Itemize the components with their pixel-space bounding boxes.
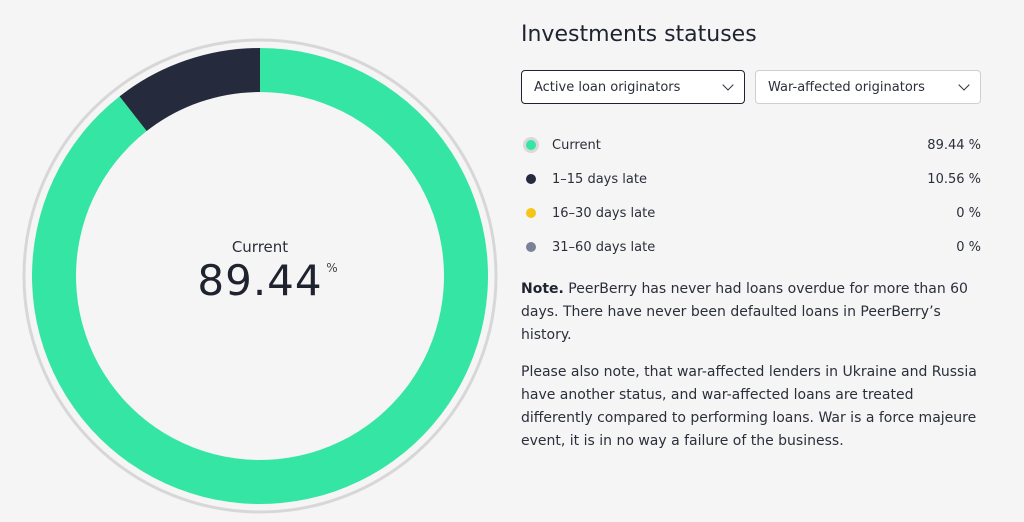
donut-outer-ring — [22, 38, 498, 514]
war-affected-originators-select[interactable]: War-affected originators — [755, 70, 981, 104]
center-value: 89.44 % — [197, 260, 337, 302]
note-bold-label: Note. — [521, 281, 564, 297]
current-dot-icon — [526, 140, 536, 150]
active-originators-select[interactable]: Active loan originators — [521, 70, 745, 104]
donut-chart-svg — [22, 38, 498, 514]
legend-label: 31–60 days late — [552, 239, 656, 255]
war-affected-originators-select-label: War-affected originators — [768, 79, 925, 95]
center-label: Current — [231, 238, 289, 256]
late-31-60-dot-icon — [526, 242, 536, 252]
legend-item-current: Current 89.44 % — [521, 128, 981, 162]
late-16-30-dot-icon — [526, 208, 536, 218]
status-legend: Current 89.44 % 1–15 days late 10.56 % 1… — [521, 128, 981, 264]
chevron-down-icon — [958, 79, 970, 91]
legend-item-31-60-days-late: 31–60 days late 0 % — [521, 230, 981, 264]
legend-label: 16–30 days late — [552, 205, 656, 221]
legend-item-1-15-days-late: 1–15 days late 10.56 % — [521, 162, 981, 196]
late-1-15-dot-icon — [526, 174, 536, 184]
active-originators-select-label: Active loan originators — [534, 79, 681, 95]
panel-title: Investments statuses — [521, 22, 757, 47]
filter-selects: Active loan originators War-affected ori… — [521, 70, 981, 104]
legend-label: 1–15 days late — [552, 171, 647, 187]
note-paragraph: Note. PeerBerry has never had loans over… — [521, 278, 981, 347]
note-section: Note. PeerBerry has never had loans over… — [521, 278, 981, 453]
war-note-paragraph: Please also note, that war-affected lend… — [521, 364, 977, 449]
legend-value: 0 % — [956, 205, 981, 221]
legend-item-16-30-days-late: 16–30 days late 0 % — [521, 196, 981, 230]
donut-slice-1-15-days-late[interactable] — [119, 48, 261, 132]
legend-value: 10.56 % — [927, 171, 981, 187]
donut-chart: Current 89.44 % — [20, 36, 500, 516]
statuses-panel: Investments statuses Active loan origina… — [521, 20, 981, 467]
donut-center: Current 89.44 % — [20, 36, 500, 516]
legend-value: 89.44 % — [927, 137, 981, 153]
legend-value: 0 % — [956, 239, 981, 255]
center-value-number: 89.44 — [197, 256, 323, 305]
note-text: PeerBerry has never had loans overdue fo… — [521, 281, 968, 343]
center-value-unit: % — [326, 261, 339, 275]
chevron-down-icon — [722, 79, 734, 91]
legend-label: Current — [552, 137, 601, 153]
